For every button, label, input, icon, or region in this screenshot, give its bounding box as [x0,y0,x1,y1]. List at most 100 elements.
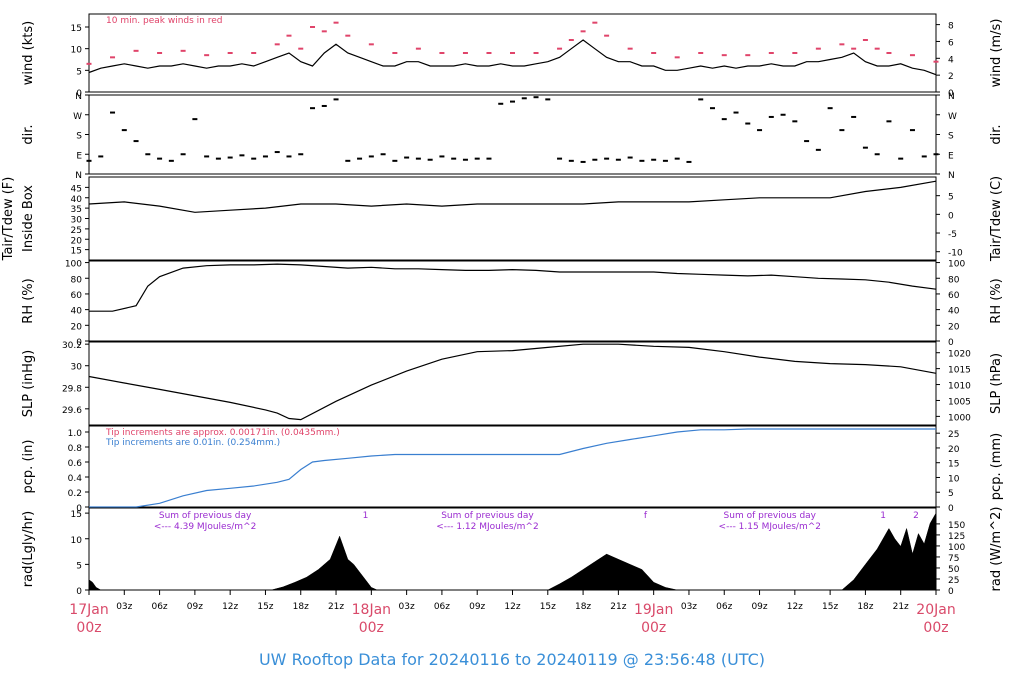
rad-left-tick-label: 0 [76,587,82,597]
wind-series-point [333,21,339,24]
dir-series-point [792,120,798,123]
rad-mark: 1 [880,511,886,521]
dir-series-point [462,158,468,161]
temp-left-label-2: Inside Box [21,185,36,252]
pcp-annotation: Tip increments are 0.01in. (0.254mm.) [105,438,280,448]
x-tick-label: 03z [399,602,415,612]
wind-series-point [909,54,915,57]
rad-mark: f [644,511,648,521]
pcp-right-tick-label: 15 [948,460,959,470]
slp-right-tick-label: 1000 [948,413,971,423]
x-tick-label: 21z [610,602,626,612]
temp-right-tick-label: 0 [948,211,954,221]
wind-series-point [533,52,539,54]
wind-right-label: wind (m/s) [989,19,1004,88]
dir-series-point [604,157,610,160]
slp-left-tick-label: 30.2 [62,341,82,351]
wind-series-point [157,52,163,54]
temp-left-tick-label: 30 [71,216,83,226]
x-tick-label: 09z [187,602,203,612]
wind-right-tick-label: 0 [948,89,954,99]
x-tick-label: 15z [822,602,838,612]
wind-series-point [557,47,563,50]
x-tick-label: 09z [469,602,485,612]
wind-annotation: 10 min. peak winds in red [106,16,223,26]
slp-left-tick-label: 29.6 [62,406,82,416]
pcp-left-tick-label: 0.6 [68,459,83,469]
slp-right-tick-label: 1010 [948,382,971,392]
slp-right-label: SLP (hPa) [989,353,1004,414]
wind-series-point [627,47,633,50]
dir-right-tick-label: S [948,132,954,142]
rad-right-tick-label: 50 [948,565,960,575]
wind-left-tick-label: 5 [76,67,82,77]
wind-series-point [886,52,892,54]
wind-series-line [88,39,937,76]
rad-right-tick-label: 25 [948,576,959,586]
x-tick-label: 06z [434,602,450,612]
rad-right-tick-label: 75 [948,554,959,564]
dir-series-point [933,153,939,156]
dir-series-point [580,160,586,163]
dir-series-point [721,118,727,121]
dir-series-point [533,96,539,99]
dir-series-point [204,155,210,158]
temp-left-tick-label: 20 [71,236,83,246]
dir-series-point [709,107,715,110]
rh-right-tick-label: 80 [948,275,960,285]
x-tick-label-date: 20Jan [916,602,955,618]
dir-series-point [157,157,163,160]
wind-series-point [439,52,445,54]
dir-series-point [851,115,857,118]
rh-series-line [89,263,937,312]
x-tick-label: 12z [787,602,803,612]
rad-right-label: rad (W/m^2) [989,507,1004,592]
dir-series-point [651,158,657,161]
wind-series-point [86,62,92,65]
wind-series-point [110,56,116,59]
x-tick-label-date: 18Jan [352,602,391,618]
dir-series-point [298,153,304,156]
rad-left-tick-label: 15 [71,510,82,520]
wind-series-point [486,52,492,54]
dir-series-point [921,155,927,158]
wind-left-label: wind (kts) [21,21,36,85]
rad-left-tick-label: 10 [71,536,83,546]
wind-series-point [768,52,774,54]
wind-series-point [851,47,857,50]
x-tick-label: 06z [716,602,732,612]
dir-series-point [898,157,904,160]
x-tick-label: 03z [116,602,132,612]
dir-series-point [133,140,139,143]
chart-title: UW Rooftop Data for 20240116 to 20240119… [259,650,765,669]
panel-pcp: 0 0.2 0.4 0.6 0.8 1.0 0 5 10 15 20 25 pcp. (in) pcp. … [21,425,1004,514]
dir-series-point [568,159,574,162]
dir-series-point [521,97,527,100]
x-tick-label: 18z [293,602,309,612]
x-axis: 17Jan 00z 03z 06z 09z 12z 15z 18z 21z 18Jan 00z 03z… [69,590,956,636]
wind-series-point [580,30,586,33]
x-tick-label-hour: 00z [76,620,101,636]
rad-left-label: rad(Lgly/hr) [21,511,36,587]
dir-series-point [310,107,316,110]
rad-mark: 1 [363,511,369,521]
x-tick-label-hour: 00z [359,620,384,636]
rh-left-tick-label: 40 [71,307,83,317]
x-tick-label: 21z [328,602,344,612]
slp-left-label: SLP (inHg) [21,350,36,418]
wind-left-tick-label: 10 [71,46,83,56]
dir-series-point [121,129,127,132]
pcp-left-label: pcp. (in) [21,440,36,494]
wind-series-point [286,34,292,37]
wind-series-point [274,43,280,46]
temp-left-tick-label: 45 [71,184,82,194]
wind-series-point [462,52,468,54]
temp-right-tick-label: -5 [948,230,957,240]
wind-series-point [368,43,374,46]
pcp-frame [88,425,937,508]
dir-series-point [827,107,833,110]
rh-left-tick-label: 60 [71,291,83,301]
wind-series-point [298,47,304,50]
temp-left-tick-label: 35 [71,205,82,215]
